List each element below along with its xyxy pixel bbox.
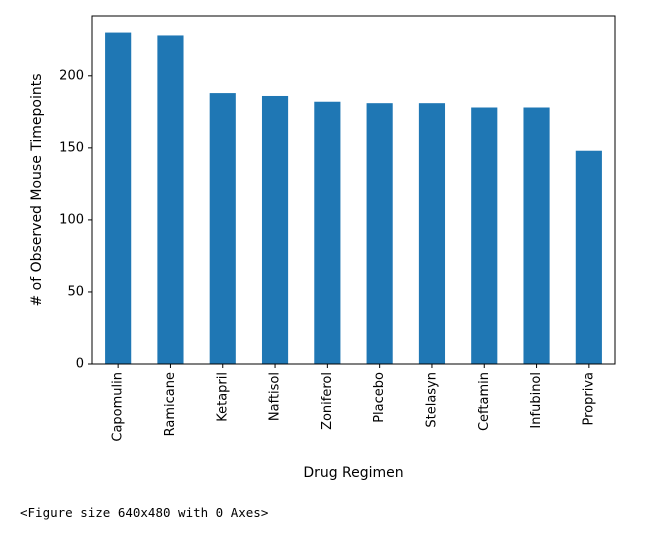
bar-stelasyn <box>418 103 446 365</box>
bar-infubinol <box>523 107 550 364</box>
bar-placebo <box>366 103 393 365</box>
y-tick-label: 200 <box>59 68 84 83</box>
x-tick-label: Placebo <box>372 372 387 423</box>
bar-naftisol <box>261 95 289 364</box>
bar-zoniferol <box>314 101 341 365</box>
bar-ceftamin <box>471 107 498 364</box>
x-axis-ticks: Capomulin Ramicane Ketapril Naftisol Zonifer… <box>111 364 596 442</box>
x-tick-label: Ramicane <box>163 372 178 436</box>
y-tick-label: 100 <box>59 212 84 227</box>
plot-frame <box>91 15 616 365</box>
x-tick-label: Ceftamin <box>477 372 492 431</box>
bar-capomulin <box>105 32 132 364</box>
bars-group <box>105 32 602 365</box>
bar-propriva <box>575 150 602 364</box>
y-axis-ticks: 0 50 100 150 200 <box>59 68 92 372</box>
x-tick-label: Capomulin <box>111 372 126 442</box>
x-tick-label: Naftisol <box>268 372 283 421</box>
y-axis-label: # of Observed Mouse Timepoints <box>29 73 45 306</box>
bar-chart: 0 50 100 150 200 Capomulin Ramicane Ketapril Na… <box>29 15 616 481</box>
bar-ketapril <box>209 93 236 364</box>
y-tick-label: 50 <box>67 284 84 299</box>
bar-ramicane <box>157 35 184 364</box>
y-tick-label: 150 <box>59 140 84 155</box>
figure-size-output: <Figure size 640x480 with 0 Axes> <box>20 505 269 520</box>
x-tick-label: Propriva <box>581 372 596 426</box>
x-tick-label: Stelasyn <box>424 372 439 428</box>
x-tick-label: Ketapril <box>215 372 230 422</box>
x-tick-label: Infubinol <box>529 372 544 429</box>
x-axis-label: Drug Regimen <box>303 465 403 481</box>
x-tick-label: Zoniferol <box>320 372 335 430</box>
y-tick-label: 0 <box>76 357 84 372</box>
